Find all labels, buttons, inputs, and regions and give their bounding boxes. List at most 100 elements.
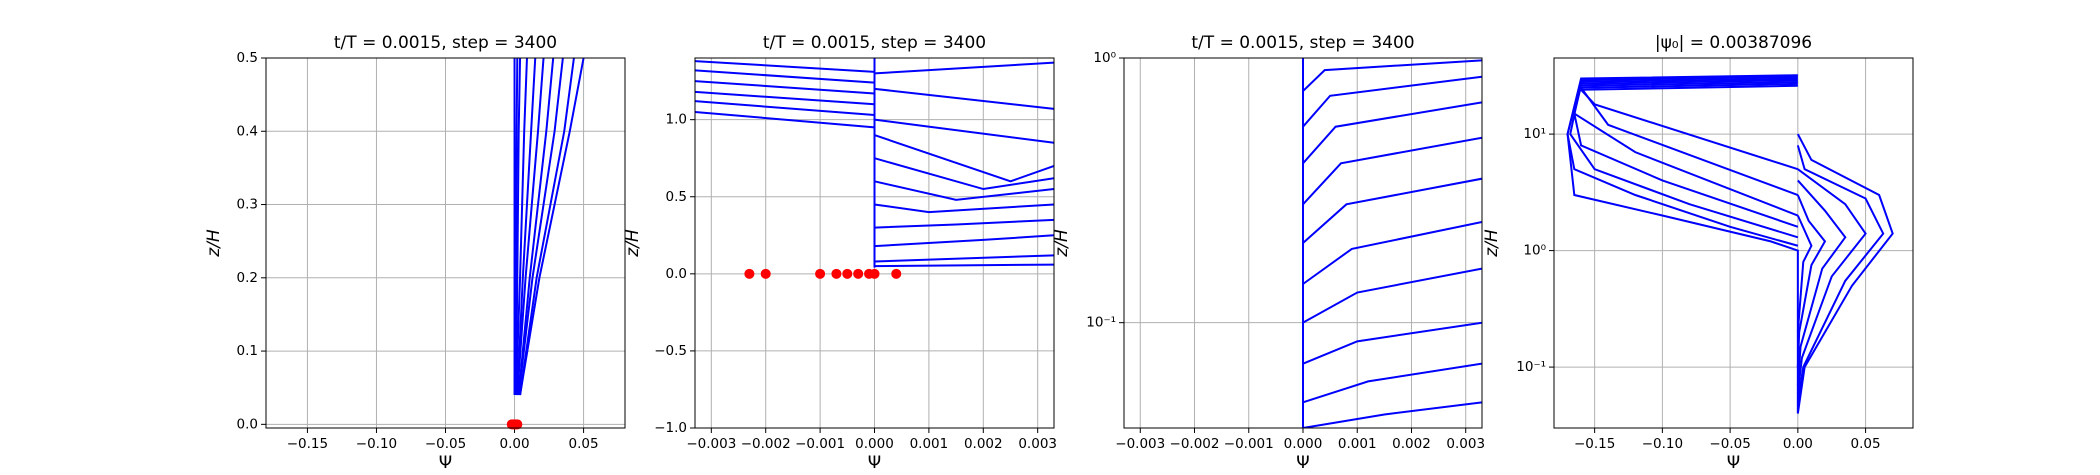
point (891, 268, 902, 279)
x-axis-label: Ψ (1727, 453, 1740, 473)
x-tick-label: 0.002 (1392, 436, 1431, 452)
x-tick-label: 0.00 (1783, 436, 1813, 452)
y-tick-label: 0.0 (666, 266, 687, 282)
x-tick-label: −0.002 (1170, 436, 1220, 452)
y-tick-label: 0.1 (237, 343, 258, 359)
point (512, 419, 523, 430)
profile-line (1796, 133, 1894, 414)
point (815, 268, 826, 279)
profile-line (695, 60, 875, 73)
profile-line (516, 58, 537, 396)
profile-line (1302, 59, 1482, 92)
profile-line (1302, 267, 1482, 324)
profile-line (514, 58, 528, 396)
x-tick-label: 0.002 (964, 436, 1003, 452)
y-tick-label: 0.2 (237, 270, 258, 286)
y-tick-label: 0.5 (237, 50, 258, 66)
y-axis-label: z/H (1482, 229, 1502, 258)
profile-line (874, 203, 1054, 214)
x-tick-label: 0.000 (1284, 436, 1323, 452)
point (760, 268, 771, 279)
panel: −0.15 −0.10 −0.05 0.00 0.05 10⁻¹ 10⁰ 10¹ |ψ₀| = … (1482, 33, 1914, 473)
profile-line (1796, 179, 1847, 386)
profile-line (695, 100, 875, 117)
profile-line (1796, 215, 1813, 333)
profile-line (516, 58, 545, 396)
y-tick-label: 10¹ (1523, 126, 1546, 142)
profile-line (1566, 74, 1799, 414)
profile-line (1302, 321, 1482, 365)
profile-line (1302, 401, 1482, 428)
profile-line (1566, 75, 1799, 247)
plot-area (695, 58, 1054, 268)
profile-line (1302, 177, 1482, 244)
profile-line (1796, 168, 1867, 394)
plot-area (1302, 58, 1482, 428)
plot-area (1566, 74, 1894, 414)
profile-line (514, 58, 522, 396)
profile-line (695, 69, 875, 84)
profile-line (1578, 84, 1799, 171)
x-tick-label: 0.000 (855, 436, 894, 452)
chart-title: |ψ₀| = 0.00387096 (1655, 33, 1812, 53)
y-tick-label: 10⁻¹ (1086, 315, 1116, 331)
profile-line (874, 61, 1054, 75)
point (869, 268, 880, 279)
profile-line (517, 58, 564, 396)
point (842, 268, 853, 279)
x-tick-label: 0.003 (1446, 436, 1485, 452)
profile-line (874, 118, 1054, 144)
profile-line (874, 87, 1054, 110)
x-tick-label: 0.003 (1018, 436, 1057, 452)
chart-title: t/T = 0.0015, step = 3400 (763, 33, 986, 53)
profile-line (874, 218, 1054, 229)
profile-line (1569, 77, 1799, 239)
x-tick-label: 0.05 (1851, 436, 1881, 452)
y-tick-label: 0.0 (237, 416, 258, 432)
point (831, 268, 842, 279)
profile-line (874, 234, 1054, 248)
panel: −0.15 −0.10 −0.05 0.00 0.05 0.0 0.1 0.2 0.3 0.4 0.… (204, 33, 626, 473)
plot-area (513, 58, 585, 396)
y-tick-label: 10⁰ (1523, 243, 1546, 259)
profile-line (1796, 145, 1885, 403)
profile-line (519, 58, 575, 396)
x-tick-label: −0.003 (686, 436, 736, 452)
profile-line (514, 58, 519, 396)
profile-line (1302, 101, 1482, 164)
x-axis-label: Ψ (868, 453, 881, 473)
x-tick-label: −0.001 (1224, 436, 1274, 452)
panel: −0.003 −0.002 −0.001 0.000 0.001 0.002 0.003 −1… (623, 33, 1057, 473)
profile-line (1302, 75, 1482, 128)
profile-line (1573, 81, 1799, 217)
y-axis-label: z/H (623, 229, 643, 258)
x-tick-label: −0.10 (356, 436, 397, 452)
x-tick-label: −0.15 (287, 436, 328, 452)
y-tick-label: 10⁰ (1093, 50, 1116, 66)
x-tick-label: 0.05 (569, 436, 599, 452)
y-tick-label: −1.0 (654, 420, 687, 436)
profile-line (695, 90, 875, 106)
profile-line (1579, 82, 1799, 196)
y-tick-label: 0.3 (237, 197, 258, 213)
profile-line (1302, 221, 1482, 285)
chart-title: t/T = 0.0015, step = 3400 (334, 33, 557, 53)
panel: −0.003 −0.002 −0.001 0.000 0.001 0.002 0.003 10… (1052, 33, 1485, 473)
profile-line (695, 80, 875, 95)
axes-frame (1553, 57, 1914, 429)
x-tick-label: −0.05 (425, 436, 466, 452)
profile-line (1573, 79, 1799, 228)
profile-line (1796, 194, 1827, 368)
x-tick-label: −0.05 (1709, 436, 1750, 452)
point (744, 268, 755, 279)
profile-line (519, 58, 585, 396)
profile-line (874, 263, 1054, 268)
x-tick-label: −0.003 (1115, 436, 1165, 452)
profile-line (517, 58, 555, 396)
x-tick-label: 0.00 (500, 436, 530, 452)
profile-line (874, 180, 1054, 201)
y-axis-label: z/H (1052, 229, 1072, 258)
x-axis-label: Ψ (439, 453, 452, 473)
axes-frame (694, 57, 1055, 429)
profile-line (874, 157, 1054, 191)
